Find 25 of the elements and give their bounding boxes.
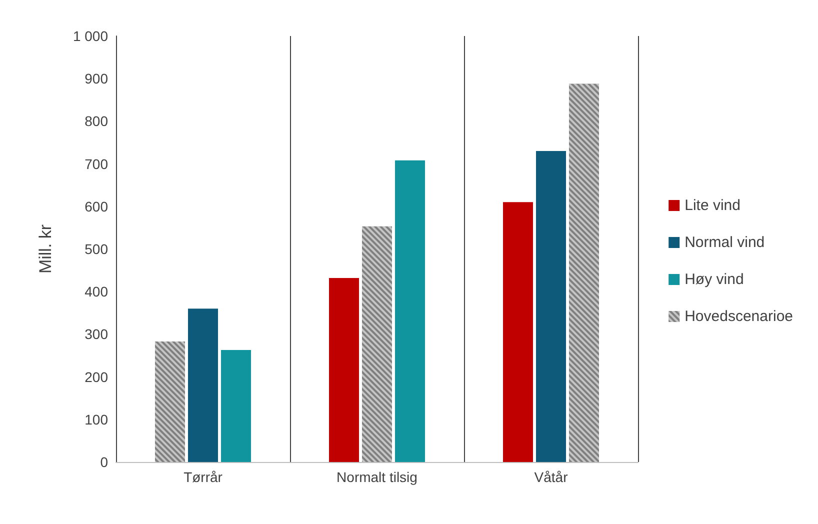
bar [221, 350, 251, 462]
y-tick-label: 300 [84, 326, 108, 342]
y-tick-label: 400 [84, 284, 108, 300]
bar [329, 278, 359, 462]
y-tick-label: 200 [84, 368, 108, 385]
y-tick-label: 600 [84, 198, 108, 214]
x-tick-label: Normalt tilsig [336, 469, 418, 485]
bar [395, 160, 425, 462]
legend-label: Lite vind [684, 197, 740, 214]
y-tick-label: 700 [84, 156, 108, 172]
y-axis-title: Mill. kr [36, 224, 55, 274]
legend-label: Hovedscenarioe [684, 308, 794, 325]
legend-label: Normal vind [684, 234, 765, 251]
y-tick-label: 800 [84, 113, 108, 130]
x-tick-label: Våtår [534, 469, 568, 485]
y-tick-label: 1 000 [72, 28, 108, 44]
y-tick-label: 100 [84, 411, 108, 428]
y-tick-label: 500 [84, 241, 108, 257]
bar [503, 202, 533, 462]
x-tick-label: Tørrår [184, 469, 223, 485]
y-tick-label: 900 [84, 70, 108, 87]
legend-label: Høy vind [684, 271, 744, 288]
y-tick-label: 0 [100, 454, 108, 470]
bar [188, 308, 218, 462]
bar [536, 151, 566, 462]
